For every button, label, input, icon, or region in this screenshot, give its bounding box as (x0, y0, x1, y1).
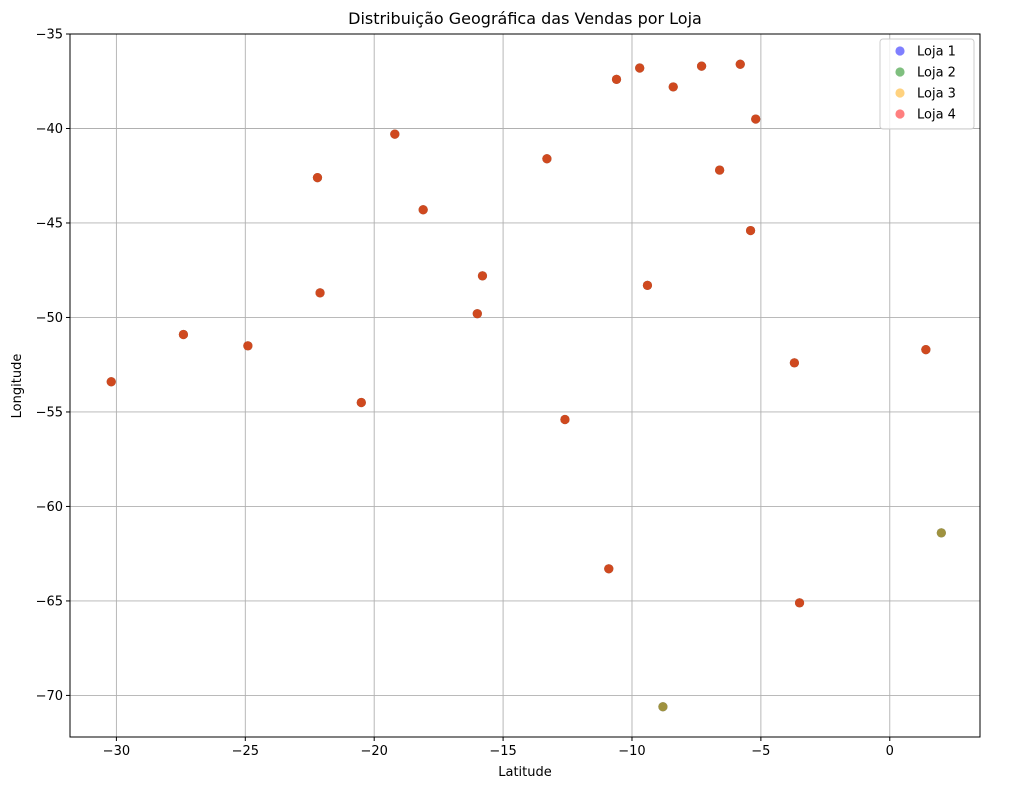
data-point-loja-4 (696, 61, 707, 71)
y-tick-label: −35 (36, 28, 63, 43)
data-point-loja-4 (472, 309, 482, 319)
x-tick-label: −15 (489, 744, 516, 759)
chart-title: Distribuição Geográfica das Vendas por L… (348, 9, 702, 28)
y-tick-label: −65 (36, 594, 63, 609)
x-tick-label: −5 (751, 744, 770, 759)
legend: Loja 1 Loja 2 Loja 3 Loja 4 (879, 38, 975, 130)
grid-lines (70, 33, 980, 737)
plot-frame (69, 33, 981, 738)
data-point-loja-4 (794, 598, 805, 608)
legend-marker (895, 67, 905, 77)
data-point-loja-4 (751, 114, 761, 124)
x-tick-label: −10 (618, 744, 645, 759)
data-point-loja-4 (635, 63, 645, 73)
y-tick-label: −40 (36, 122, 63, 137)
data-point-loja-4 (789, 358, 799, 368)
legend-marker (895, 109, 905, 119)
data-point-loja-4 (745, 225, 756, 236)
data-point-loja-4 (477, 271, 488, 281)
data-point-loja-4 (560, 414, 570, 425)
data-point-loja-4 (106, 377, 116, 387)
data-point-loja-4 (668, 82, 678, 92)
y-axis-label: Longitude (10, 354, 25, 419)
data-point-loja-4 (642, 280, 653, 290)
x-tick-label: −20 (360, 744, 387, 759)
data-point-loja-3 (658, 702, 668, 712)
legend-label: Loja 1 (917, 45, 956, 60)
legend-label: Loja 3 (917, 87, 956, 102)
data-point-loja-4 (418, 205, 428, 215)
data-point-loja-4 (735, 59, 745, 69)
data-point-loja-4 (390, 129, 400, 139)
x-axis-label: Latitude (498, 765, 552, 780)
data-point-loja-4 (542, 154, 552, 164)
y-tick-label: −60 (36, 500, 63, 515)
data-point-loja-4 (611, 74, 622, 84)
x-tick-label: −25 (232, 744, 259, 759)
y-tick-label: −50 (36, 311, 63, 326)
data-point-loja-4 (604, 564, 614, 574)
y-tick-label: −70 (36, 689, 63, 704)
data-point-loja-4 (243, 341, 253, 351)
legend-label: Loja 2 (917, 66, 956, 81)
legend-label: Loja 4 (917, 108, 956, 123)
data-point-loja-4 (715, 165, 725, 175)
data-point-loja-4 (921, 344, 931, 355)
axis-ticks: −30 −25 −20 −15 −10 −5 0−35−40−45−50−55−60−65−… (36, 28, 894, 760)
legend-box (879, 38, 975, 130)
data-point-loja-4 (178, 329, 189, 340)
data-point-loja-4 (356, 397, 366, 408)
legend-marker (895, 46, 905, 56)
data-point-loja-4 (315, 288, 325, 298)
legend-marker (895, 88, 905, 98)
x-tick-label: 0 (886, 744, 894, 759)
data-point-loja-3 (936, 528, 946, 538)
y-tick-label: −55 (36, 405, 63, 420)
x-tick-label: −30 (103, 744, 130, 759)
data-points (106, 59, 946, 712)
data-point-loja-4 (312, 173, 323, 183)
y-tick-label: −45 (36, 216, 63, 231)
